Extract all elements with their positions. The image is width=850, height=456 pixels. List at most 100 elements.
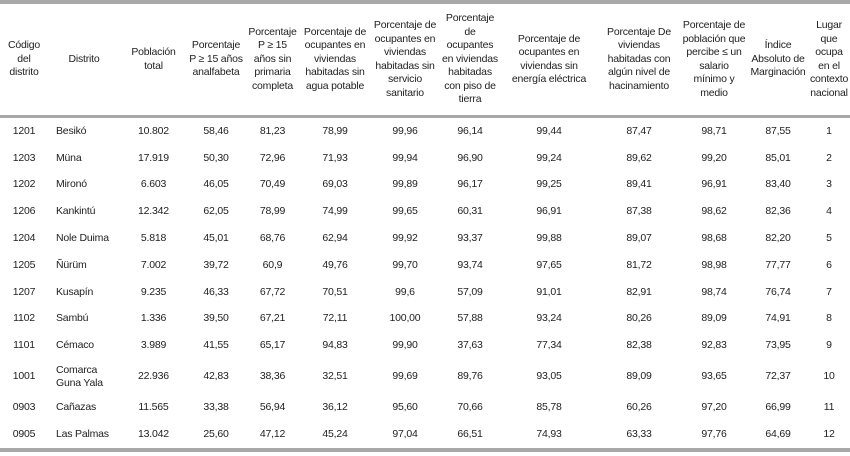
cell-col-no-primary: 81,23 [259, 124, 286, 137]
cell-col-district: Sambú [56, 312, 89, 325]
cell-col-no-primary: 38,36 [259, 370, 286, 383]
cell-col-population: 17.919 [138, 151, 169, 164]
cell-col-no-electricity: 93,24 [536, 312, 562, 325]
cell-col-no-sanitation: 95,60 [392, 401, 418, 414]
cell-col-national-rank: 11 [823, 401, 835, 414]
cell-col-national-rank: 3 [826, 178, 832, 191]
cell-col-no-sanitation: 99,94 [392, 151, 418, 164]
cell-col-marginalization-index: 74,91 [765, 312, 791, 325]
table-row: 1202 Mironó 6.603 46,05 70,49 69,03 99,89 96,17… [0, 172, 850, 199]
cell-col-low-wage: 98,68 [701, 232, 727, 245]
cell-col-dirt-floor: 96,14 [457, 124, 483, 137]
cell-col-dirt-floor: 57,88 [457, 312, 483, 325]
cell-col-no-electricity: 74,93 [536, 427, 562, 440]
cell-col-district: Cémaco [56, 339, 94, 352]
cell-col-dirt-floor: 93,74 [457, 258, 483, 271]
cell-col-district: Comarca Guna Yala [56, 363, 103, 389]
cell-col-code: 1001 [12, 370, 36, 383]
cell-col-dirt-floor: 37,63 [457, 339, 483, 352]
cell-col-illiterate: 58,46 [203, 124, 229, 137]
cell-col-overcrowding: 89,62 [626, 151, 652, 164]
cell-col-national-rank: 7 [826, 285, 832, 298]
cell-col-national-rank: 8 [826, 312, 832, 325]
cell-col-no-sanitation: 99,96 [392, 124, 418, 137]
cell-col-marginalization-index: 83,40 [765, 178, 791, 191]
cell-col-no-water: 78,99 [322, 124, 348, 137]
cell-col-illiterate: 41,55 [203, 339, 229, 352]
table-row: 0903 Cañazas 11.565 33,38 56,94 36,12 95,60 70,… [0, 394, 850, 421]
cell-col-no-primary: 47,12 [259, 427, 286, 440]
cell-col-low-wage: 98,71 [701, 124, 727, 137]
cell-col-low-wage: 97,20 [701, 401, 727, 414]
cell-col-population: 6.603 [140, 178, 167, 191]
cell-col-dirt-floor: 89,76 [457, 370, 483, 383]
cell-col-district: Las Palmas [56, 427, 109, 440]
cell-col-marginalization-index: 72,37 [765, 370, 791, 383]
cell-col-no-water: 36,12 [322, 401, 348, 414]
cell-col-marginalization-index: 73,95 [765, 339, 791, 352]
cell-col-low-wage: 98,62 [701, 205, 727, 218]
cell-col-illiterate: 46,33 [203, 285, 229, 298]
cell-col-no-water: 62,94 [322, 232, 348, 245]
cell-col-population: 5.818 [140, 232, 167, 245]
cell-col-national-rank: 10 [823, 370, 835, 383]
header-col-district: Distrito [68, 52, 100, 65]
cell-col-no-water: 45,24 [322, 427, 348, 440]
cell-col-marginalization-index: 82,36 [765, 205, 791, 218]
cell-col-district: Cañazas [56, 401, 97, 414]
table-row: 1206 Kankintú 12.342 62,05 78,99 74,99 99,65 60… [0, 198, 850, 225]
cell-col-no-electricity: 85,78 [536, 401, 562, 414]
cell-col-marginalization-index: 87,55 [765, 124, 791, 137]
cell-col-no-primary: 67,72 [259, 285, 286, 298]
cell-col-overcrowding: 82,91 [626, 285, 652, 298]
cell-col-no-primary: 65,17 [259, 339, 286, 352]
cell-col-population: 1.336 [140, 312, 167, 325]
cell-col-no-primary: 56,94 [259, 401, 286, 414]
cell-col-national-rank: 5 [826, 232, 832, 245]
cell-col-code: 1204 [12, 232, 36, 245]
cell-col-illiterate: 62,05 [203, 205, 229, 218]
cell-col-dirt-floor: 93,37 [457, 232, 483, 245]
cell-col-population: 3.989 [140, 339, 167, 352]
cell-col-district: Mironó [56, 178, 87, 191]
header-col-overcrowding: Porcentaje De viviendas habitadas con al… [607, 25, 671, 92]
cell-col-overcrowding: 89,09 [626, 370, 652, 383]
header-row: Código del distrito Distrito Población tot… [0, 2, 850, 117]
cell-col-no-sanitation: 99,89 [392, 178, 418, 191]
cell-col-no-sanitation: 99,92 [392, 232, 418, 245]
cell-col-no-water: 94,83 [322, 339, 348, 352]
cell-col-overcrowding: 89,07 [626, 232, 652, 245]
cell-col-low-wage: 93,65 [701, 370, 727, 383]
cell-col-dirt-floor: 70,66 [457, 401, 483, 414]
cell-col-code: 1205 [12, 258, 36, 271]
header-col-no-primary: Porcentaje P ≥ 15 años sin primaria comp… [248, 25, 297, 92]
cell-col-marginalization-index: 66,99 [765, 401, 791, 414]
cell-col-population: 10.802 [138, 124, 169, 137]
cell-col-illiterate: 39,50 [203, 312, 229, 325]
cell-col-no-water: 69,03 [322, 178, 348, 191]
cell-col-code: 1207 [12, 285, 36, 298]
table-row: 1205 Ñürüm 7.002 39,72 60,9 49,76 99,70 93,74 97… [0, 252, 850, 279]
cell-col-code: 0903 [12, 401, 36, 414]
cell-col-marginalization-index: 85,01 [765, 151, 791, 164]
table-row: 1102 Sambú 1.336 39,50 67,21 72,11 100,00 57,88… [0, 306, 850, 333]
cell-col-marginalization-index: 77,77 [765, 258, 791, 271]
cell-col-illiterate: 33,38 [203, 401, 229, 414]
cell-col-no-electricity: 97,65 [536, 258, 562, 271]
cell-col-code: 1202 [12, 178, 36, 191]
cell-col-no-primary: 78,99 [259, 205, 286, 218]
cell-col-illiterate: 45,01 [203, 232, 229, 245]
table-row: 0905 Las Palmas 13.042 25,60 47,12 45,24 97,04… [0, 421, 850, 450]
cell-col-no-electricity: 93,05 [536, 370, 562, 383]
table-row: 1204 Nole Duima 5.818 45,01 68,76 62,94 99,92 9… [0, 225, 850, 252]
cell-col-low-wage: 89,09 [701, 312, 727, 325]
cell-col-overcrowding: 80,26 [626, 312, 652, 325]
cell-col-district: Müna [56, 151, 82, 164]
cell-col-no-electricity: 96,91 [536, 205, 562, 218]
cell-col-no-sanitation: 97,04 [392, 427, 418, 440]
cell-col-no-electricity: 77,34 [536, 339, 562, 352]
cell-col-national-rank: 1 [826, 124, 832, 137]
cell-col-population: 13.042 [138, 427, 169, 440]
cell-col-overcrowding: 81,72 [626, 258, 652, 271]
cell-col-district: Kankintú [56, 205, 96, 218]
